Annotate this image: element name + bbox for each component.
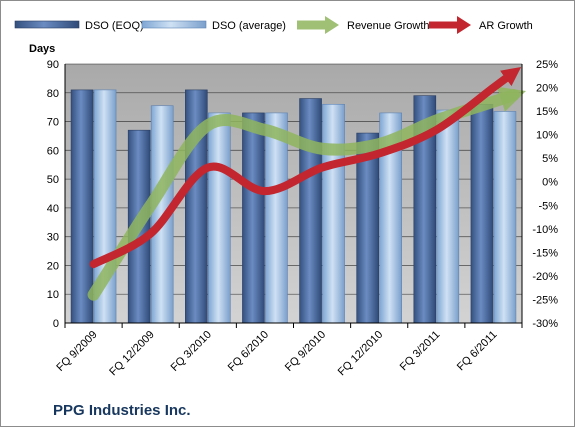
legend-arrowhead-icon <box>457 16 471 34</box>
legend-item: DSO (average) <box>141 20 286 32</box>
legend-arrowhead-icon <box>325 16 339 34</box>
legend-label: DSO (EOQ) <box>85 20 144 32</box>
bar-dso-eoq <box>470 103 494 324</box>
y2-tick-label: 25% <box>536 59 558 71</box>
legend-swatch <box>141 20 207 29</box>
y-tick-label: 60 <box>47 145 59 157</box>
company-name: PPG Industries Inc. <box>53 402 191 419</box>
y-tick-label: 10 <box>47 289 59 301</box>
y2-tick-label: -20% <box>532 271 558 283</box>
y2-tick-label: -25% <box>532 294 558 306</box>
y-tick-label: 20 <box>47 260 59 272</box>
legend-label: Revenue Growth <box>347 20 430 32</box>
legend-item: Revenue Growth <box>297 16 430 34</box>
y2-tick-label: -5% <box>538 200 558 212</box>
y2-tick-labels: -30% -25% -20% -15% -10% -5% 0% 5% 10% 15% 20% 25% <box>532 59 558 330</box>
bar-dso-eoq <box>299 98 322 324</box>
y2-tick-label: 5% <box>542 153 558 165</box>
y-axis-unit-label: Days <box>29 43 55 55</box>
y2-tick-label: 0% <box>542 177 558 189</box>
bar-dso-average <box>322 103 345 324</box>
y2-tick-label: -10% <box>532 224 558 236</box>
bar-dso-average <box>493 111 517 324</box>
x-tick-labels: FQ 9/2009 FQ 12/2009 FQ 3/2010 FQ 6/2010 FQ … <box>54 329 499 379</box>
legend-item: AR Growth <box>429 16 533 34</box>
y-tick-label: 0 <box>53 318 59 330</box>
y-tick-label: 40 <box>47 203 59 215</box>
legend: DSO (EOQ) DSO (average) Revenue Growth AR G… <box>14 16 533 34</box>
bar-dso-average <box>208 112 231 324</box>
legend-item: DSO (EOQ) <box>14 20 144 32</box>
y-tick-label: 70 <box>47 117 59 129</box>
legend-label: DSO (average) <box>212 20 286 32</box>
bar-dso-eoq <box>242 112 265 324</box>
y2-tick-label: 20% <box>536 83 558 95</box>
x-tick-label: FQ 3/2010 <box>169 329 214 374</box>
legend-label: AR Growth <box>479 20 533 32</box>
y2-tick-label: 10% <box>536 130 558 142</box>
x-tick-label: FQ 6/2011 <box>455 329 500 374</box>
growth-lines <box>87 66 526 301</box>
bar-dso-average <box>265 112 288 324</box>
y-tick-label: 80 <box>47 88 59 100</box>
y2-tick-label: 15% <box>536 106 558 118</box>
y-tick-labels: 0 10 20 30 40 50 60 70 80 90 <box>47 59 59 330</box>
x-tick-label: FQ 12/2010 <box>336 329 386 379</box>
y-tick-label: 90 <box>47 59 59 71</box>
bar-dso-average <box>436 109 460 324</box>
axes <box>64 64 523 328</box>
y-tick-label: 50 <box>47 174 59 186</box>
y2-tick-label: -30% <box>532 318 558 330</box>
x-tick-label: FQ 12/2009 <box>107 329 157 379</box>
y2-tick-label: -15% <box>532 247 558 259</box>
x-tick-label: FQ 9/2009 <box>54 329 99 374</box>
x-tick-label: FQ 3/2011 <box>398 329 443 374</box>
x-tick-label: FQ 6/2010 <box>226 329 271 374</box>
x-tick-label: FQ 9/2010 <box>283 329 328 374</box>
y-tick-label: 30 <box>47 232 59 244</box>
ar-growth-line <box>89 66 522 269</box>
legend-swatch <box>14 20 80 29</box>
bar-dso-eoq <box>70 89 94 324</box>
